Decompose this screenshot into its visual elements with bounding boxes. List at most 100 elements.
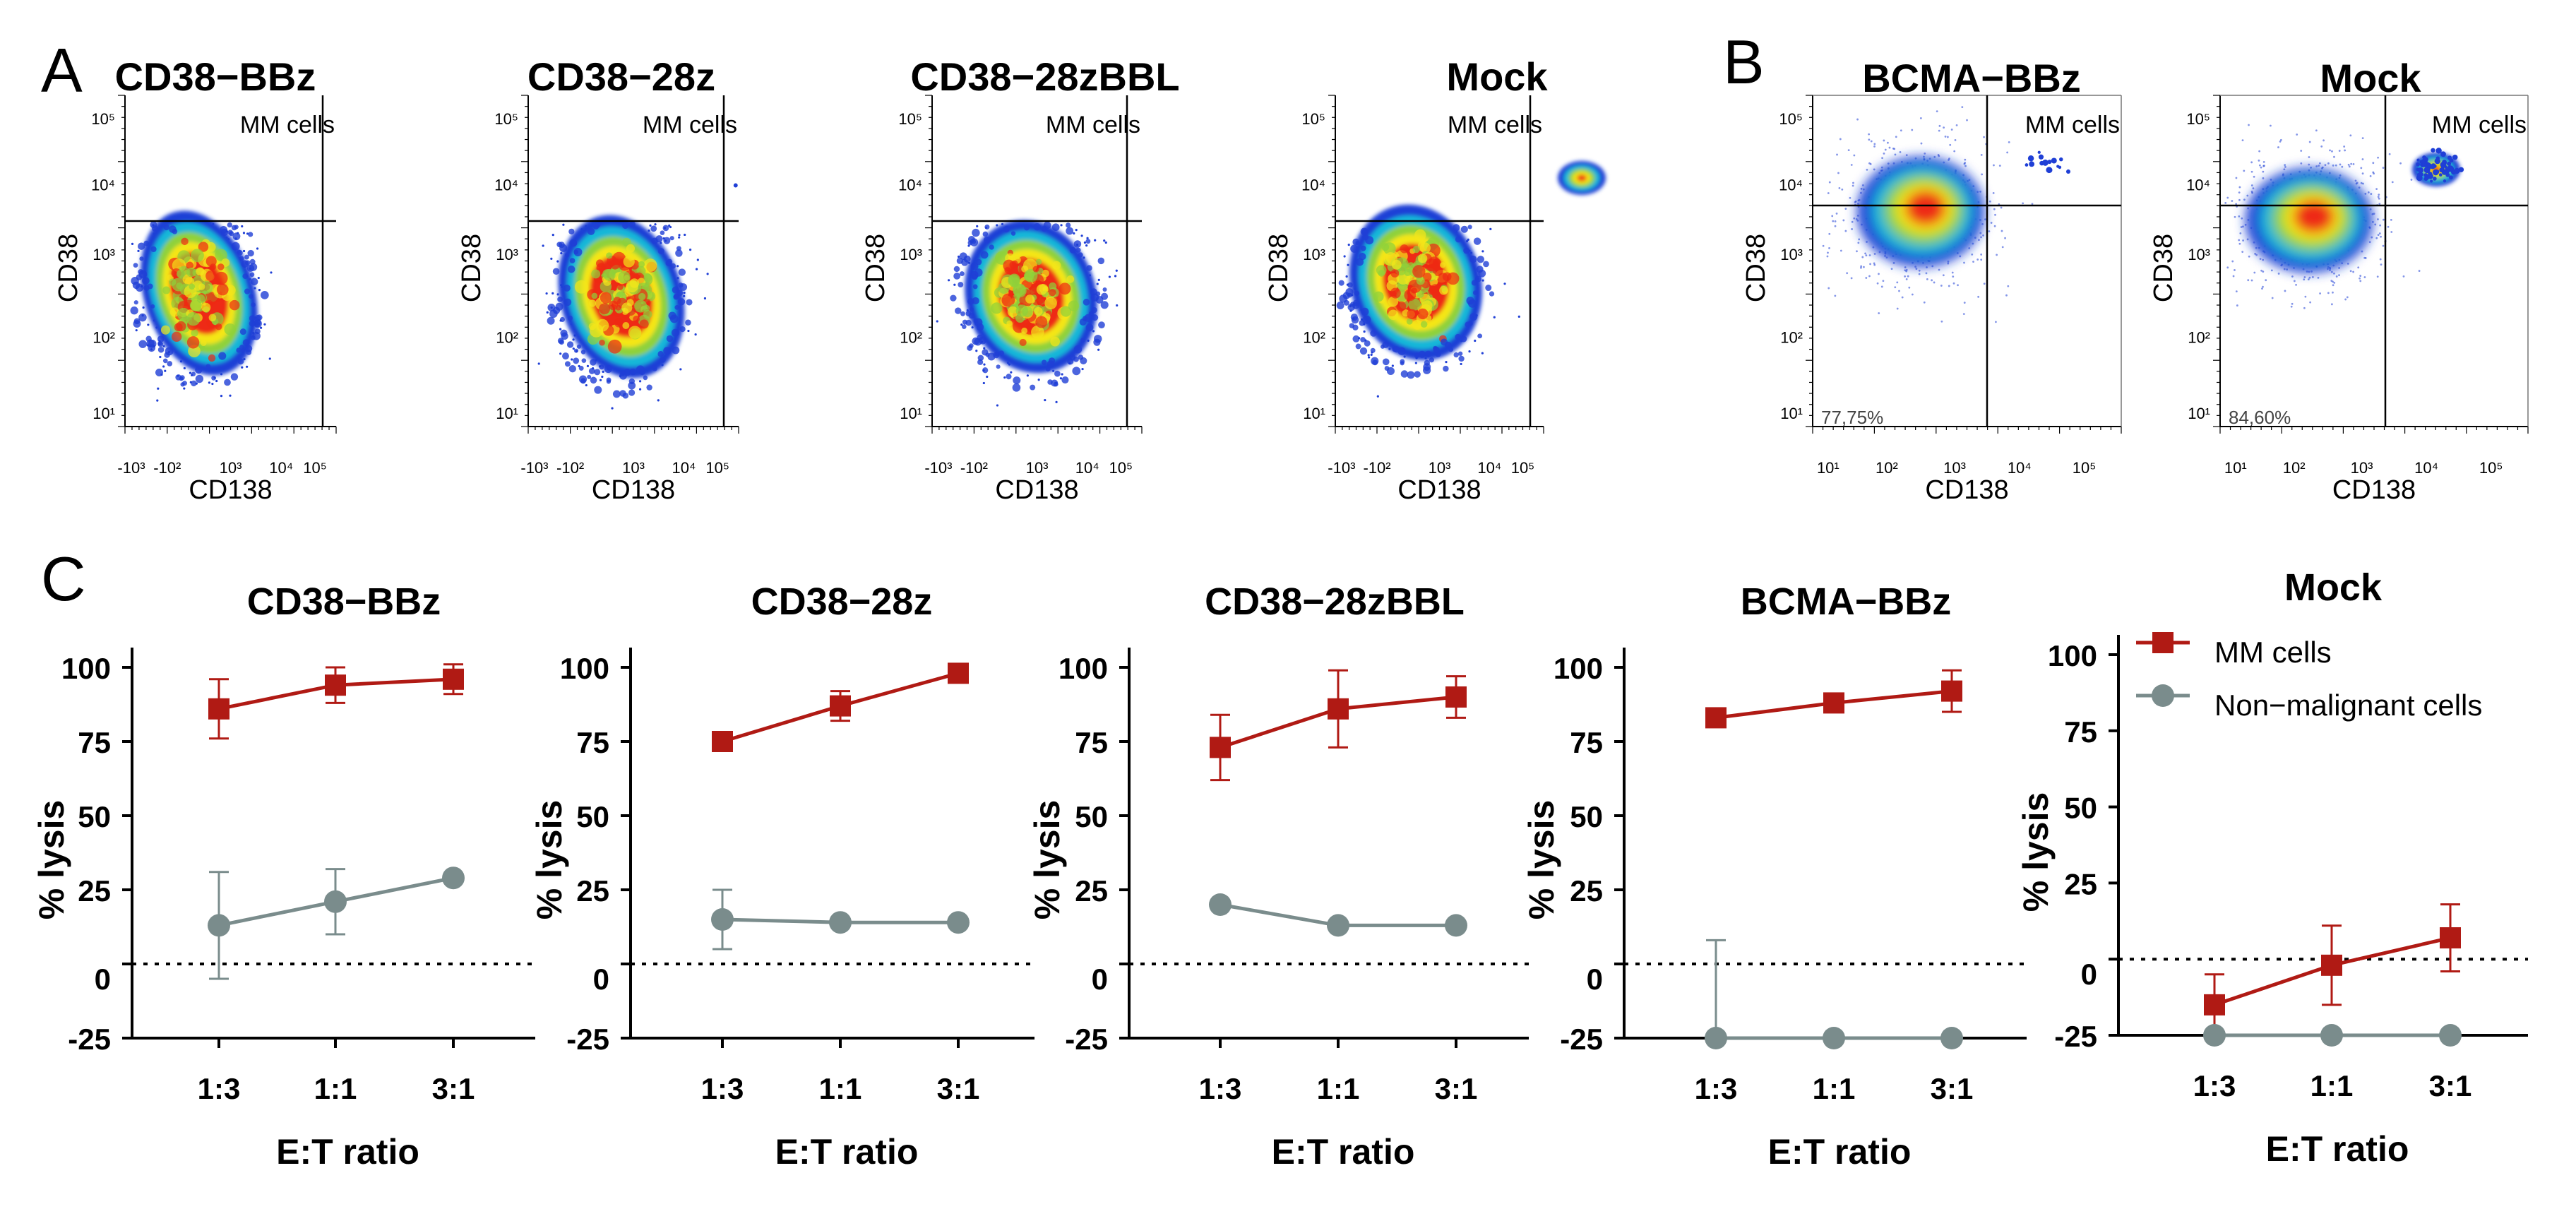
- density-speckle: [224, 379, 231, 386]
- density-speckle: [1054, 370, 1061, 377]
- event-dot: [2295, 283, 2297, 286]
- event-dot: [2367, 191, 2370, 193]
- y-tick-label: 75: [1570, 726, 1603, 759]
- event-dot: [1851, 228, 1853, 230]
- x-tick-label: 10³: [1943, 459, 1966, 477]
- x-axis-label: E:T ratio: [1272, 1132, 1415, 1172]
- y-tick-label: 10⁵: [91, 110, 115, 128]
- density-speckle: [643, 304, 650, 312]
- density-speckle: [967, 240, 973, 246]
- flow-plot-title: CD38−BBz: [115, 54, 316, 99]
- y-tick-label: 100: [1554, 652, 1603, 685]
- event-dot: [1481, 279, 1484, 282]
- y-tick-label: 10²: [900, 328, 922, 346]
- density-speckle: [1477, 333, 1483, 339]
- event-dot: [256, 247, 259, 250]
- event-dot: [2291, 302, 2294, 305]
- event-dot: [2234, 269, 2236, 271]
- density-speckle: [591, 269, 601, 279]
- density-speckle: [1343, 299, 1349, 306]
- event-dot: [1923, 301, 1926, 304]
- event-dot: [2378, 193, 2380, 196]
- density-speckle: [133, 320, 141, 328]
- density-speckle: [244, 345, 253, 352]
- density-speckle: [1013, 284, 1027, 298]
- event-dot: [157, 387, 160, 390]
- event-dot: [241, 366, 244, 369]
- density-speckle: [559, 316, 565, 322]
- density-speckle: [953, 273, 961, 280]
- event-dot: [1873, 143, 1876, 145]
- event-dot: [2250, 279, 2253, 282]
- density-speckle: [1097, 257, 1105, 265]
- flow-plot-a4: Mock MM cells 10⁵ 10⁴ 10³ 10² 10¹ -10³ -10² 10³ 10…: [1264, 54, 1606, 505]
- chart-title: BCMA−BBz: [1741, 580, 1952, 623]
- event-dot: [1996, 254, 1998, 256]
- density-speckle: [617, 284, 624, 290]
- mm-cells-point: [2321, 954, 2342, 976]
- event-dot: [2279, 141, 2282, 143]
- event-dot: [1828, 232, 1831, 235]
- density-speckle: [252, 331, 261, 340]
- density-speckle: [162, 358, 168, 364]
- event-dot: [1827, 192, 1830, 194]
- event-dot: [1868, 254, 1871, 256]
- event-dot: [1899, 151, 1902, 153]
- density-speckle: [244, 288, 251, 294]
- event-dot: [2349, 270, 2352, 273]
- y-tick-label: 10³: [900, 246, 922, 263]
- event-dot: [1367, 354, 1370, 357]
- event-dot: [162, 365, 165, 368]
- event-dot: [2283, 168, 2286, 171]
- event-dot: [1873, 253, 1876, 255]
- event-dot: [2308, 141, 2311, 143]
- density-speckle: [176, 321, 186, 332]
- density-speckle: [633, 316, 640, 323]
- density-speckle: [1418, 254, 1428, 263]
- lysis-chart-3: CD38−28zBBL 100 75 50 25 0 -25 1:3 1:1 3:1 E:T rat…: [1027, 580, 1529, 1172]
- event-dot: [2250, 161, 2253, 164]
- event-dot: [135, 329, 138, 332]
- event-dot: [257, 276, 260, 280]
- density-speckle: [162, 286, 171, 294]
- density-speckle: [1073, 356, 1079, 362]
- density-speckle: [568, 365, 577, 373]
- event-dot: [2383, 218, 2385, 221]
- y-tick-label: 100: [1059, 652, 1108, 685]
- event-dot: [1080, 234, 1083, 237]
- event-dot: [1898, 290, 1900, 292]
- event-dot: [546, 311, 549, 314]
- event-dot: [1980, 258, 1983, 261]
- event-dot: [1839, 249, 1842, 252]
- event-dot: [1086, 237, 1089, 239]
- event-dot: [1868, 275, 1871, 278]
- density-speckle: [1453, 352, 1459, 358]
- event-dot: [2243, 169, 2246, 172]
- event-dot: [2226, 266, 2229, 269]
- density-speckle: [191, 371, 196, 376]
- event-dot: [1993, 225, 1996, 227]
- event-dot: [1966, 119, 1968, 121]
- event-dot: [687, 329, 690, 333]
- x-tick-label: 10⁴: [2008, 459, 2032, 477]
- event-dot: [2251, 191, 2253, 194]
- density-speckle: [960, 311, 965, 316]
- density-speckle: [590, 359, 597, 366]
- event-dot: [1866, 168, 1868, 171]
- event-dot: [1108, 275, 1111, 278]
- series-non-malignant-cells: [2203, 1024, 2462, 1047]
- event-dot: [2311, 275, 2314, 278]
- event-dot: [2361, 172, 2364, 175]
- panel-letter-b: B: [1723, 27, 1765, 97]
- density-speckle: [242, 273, 249, 279]
- mm-cells-point: [1445, 686, 1467, 708]
- x-tick-label: -10³: [1328, 459, 1355, 477]
- series-mm-cells: [712, 662, 969, 752]
- event-dot: [1853, 217, 1856, 220]
- x-tick-label: 10³: [1429, 459, 1451, 477]
- density-speckle: [660, 357, 666, 363]
- event-dot: [229, 394, 232, 397]
- y-tick-label: -25: [566, 1023, 609, 1056]
- y-tick-label: 75: [576, 726, 609, 759]
- event-dot: [1976, 258, 1979, 261]
